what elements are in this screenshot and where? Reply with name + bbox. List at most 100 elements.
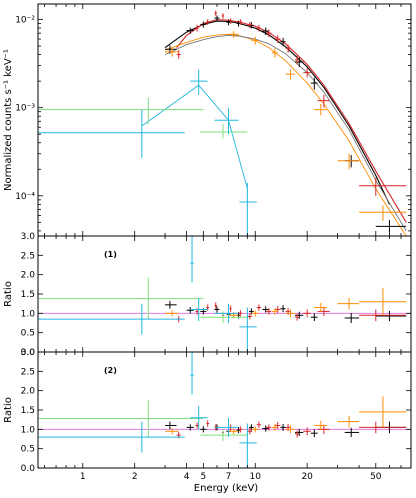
data-point-cyan [190, 297, 208, 322]
x-axis-label: Energy (keV) [194, 483, 259, 494]
data-point-red [195, 24, 199, 32]
series-cyan [38, 236, 257, 352]
data-point-black [310, 77, 318, 90]
series-red [176, 420, 407, 439]
x-tick-label: 50 [370, 472, 382, 482]
data-point-black [310, 429, 318, 438]
series-green [38, 277, 248, 323]
y-axis-label: Normalized counts s⁻¹ keV⁻¹ [3, 49, 14, 191]
data-point-black [280, 37, 286, 47]
data-point-red [221, 13, 225, 19]
series-black [165, 300, 407, 323]
data-point-orange [337, 415, 360, 428]
y-tick-label: 2.5 [21, 367, 35, 377]
panel-data [38, 10, 407, 236]
data-point-orange [314, 104, 327, 116]
data-point-orange [228, 31, 239, 38]
data-point-red [214, 302, 217, 309]
y-tick-label: 3.0 [21, 232, 36, 242]
data-point-green [200, 429, 248, 441]
y-tick-label: 0.0 [21, 464, 36, 474]
x-tick-label: 7 [226, 472, 232, 482]
data-point-black [375, 220, 407, 233]
series-green [38, 97, 248, 139]
series-cyan [38, 69, 257, 236]
data-point-red [266, 308, 272, 315]
y-tick-label: 3.0 [21, 348, 36, 358]
data-point-black [186, 27, 194, 34]
panel-data [38, 352, 411, 468]
data-point-red [266, 424, 272, 431]
data-point-orange [285, 309, 295, 318]
data-point-red [274, 35, 281, 44]
data-point-red [317, 94, 330, 108]
data-point-black [344, 427, 360, 438]
y-tick-label: 1.5 [21, 290, 35, 300]
series-green [38, 400, 248, 441]
data-point-red [285, 44, 291, 53]
y-tick-label: 10⁻³ [15, 104, 35, 114]
data-point-orange [314, 420, 327, 431]
data-point-red [206, 420, 210, 427]
data-point-orange [337, 153, 360, 170]
data-point-cyan [239, 423, 257, 468]
data-point-red [214, 10, 217, 16]
data-point-black [226, 19, 231, 26]
data-point-black [214, 15, 220, 21]
data-point-black [165, 300, 177, 309]
y-axis-label: Ratio [3, 281, 14, 307]
y-tick-label: 2.0 [21, 271, 36, 281]
data-point-cyan [214, 417, 239, 438]
data-point-orange [285, 69, 295, 80]
data-point-orange [359, 396, 407, 428]
data-point-red [294, 55, 300, 65]
data-point-red [229, 18, 232, 24]
data-point-orange [165, 310, 179, 317]
data-point-orange [359, 288, 407, 316]
data-point-red [256, 421, 262, 428]
data-point-black [375, 311, 407, 322]
data-point-red [303, 309, 311, 318]
data-point-cyan [38, 303, 185, 335]
y-tick-label: 10⁻² [15, 16, 35, 26]
data-point-orange [271, 423, 278, 431]
x-tick-label: 5 [200, 472, 206, 482]
data-point-red [238, 19, 243, 25]
data-point-black [165, 421, 177, 430]
data-point-black [280, 423, 286, 431]
y-tick-label: 1.0 [21, 309, 36, 319]
data-point-red [247, 21, 253, 29]
data-point-black [294, 57, 304, 67]
data-point-green [38, 277, 204, 320]
data-point-red [317, 424, 330, 434]
model-curve-cyan [141, 84, 248, 189]
data-point-black [186, 307, 194, 314]
data-point-red [294, 313, 300, 321]
data-point-red [303, 68, 311, 78]
data-point-red [238, 310, 243, 317]
data-point-cyan [190, 352, 194, 395]
data-point-black [280, 305, 286, 313]
x-tick-label: 2 [132, 472, 138, 482]
data-point-cyan [38, 421, 185, 453]
data-point-red [195, 422, 199, 429]
y-tick-label: 0.0 [21, 348, 36, 358]
data-point-black [200, 426, 207, 433]
panel-ratio-2: 0.0 0.5 1.0 1.5 2.0 2.5 3.0 (2) Ratio [3, 348, 412, 474]
data-point-black [262, 306, 269, 313]
data-point-red [317, 306, 330, 317]
data-point-orange [165, 428, 179, 435]
series-cyan [38, 352, 257, 468]
data-point-red [238, 426, 243, 433]
panel-data [38, 236, 411, 352]
data-point-red [294, 430, 300, 438]
data-point-black [310, 313, 318, 322]
series-orange [165, 396, 407, 435]
data-point-orange [314, 302, 327, 313]
data-point-black [262, 425, 269, 432]
x-tick-label: 10 [250, 472, 262, 482]
data-point-orange [337, 297, 360, 310]
series-red [176, 10, 407, 196]
data-point-black [236, 427, 241, 434]
y-axis-label: Ratio [3, 397, 14, 423]
